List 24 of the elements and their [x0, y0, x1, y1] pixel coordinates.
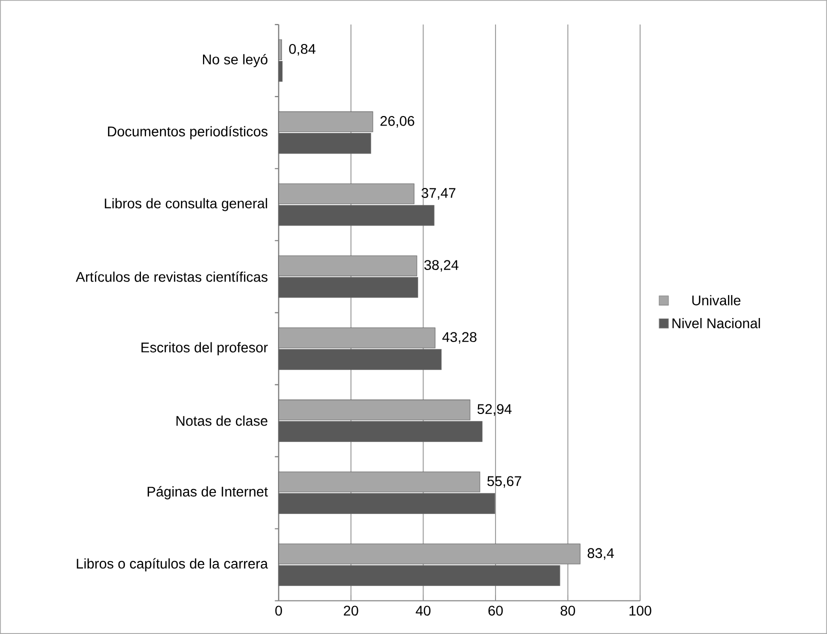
- y-tick-label: Notas de clase: [176, 416, 268, 426]
- y-tick-label: Páginas de Internet: [148, 486, 268, 500]
- x-tick-label: 80: [560, 606, 576, 616]
- x-tick-label: 0: [275, 606, 282, 616]
- y-tick-label: No se leyó: [203, 54, 268, 68]
- data-label: 0,84: [289, 44, 316, 56]
- legend-label: Nivel Nacional: [672, 318, 760, 328]
- x-tick-label: 60: [488, 606, 503, 616]
- x-tick-label: 40: [416, 606, 430, 616]
- legend-label: Univalle: [692, 295, 740, 306]
- y-tick-label: Artículos de revistas científicas: [76, 271, 268, 282]
- y-tick-label: Escritos del profesor: [142, 342, 268, 356]
- data-label: 38,24: [424, 260, 458, 272]
- y-tick-label: Documentos periodísticos: [108, 126, 268, 140]
- data-label: 52,94: [478, 404, 512, 416]
- x-tick-label: 20: [344, 606, 358, 616]
- data-label: 43,28: [442, 332, 476, 344]
- data-label: 83,4: [588, 548, 614, 560]
- data-label: 26,06: [380, 116, 414, 128]
- data-label: 37,47: [422, 188, 456, 200]
- x-tick-label: 100: [630, 606, 652, 616]
- y-tick-label: Libros de consulta general: [104, 198, 268, 212]
- y-tick-label: Libros o capítulos de la carrera: [76, 558, 268, 572]
- data-label: 55,67: [487, 476, 522, 488]
